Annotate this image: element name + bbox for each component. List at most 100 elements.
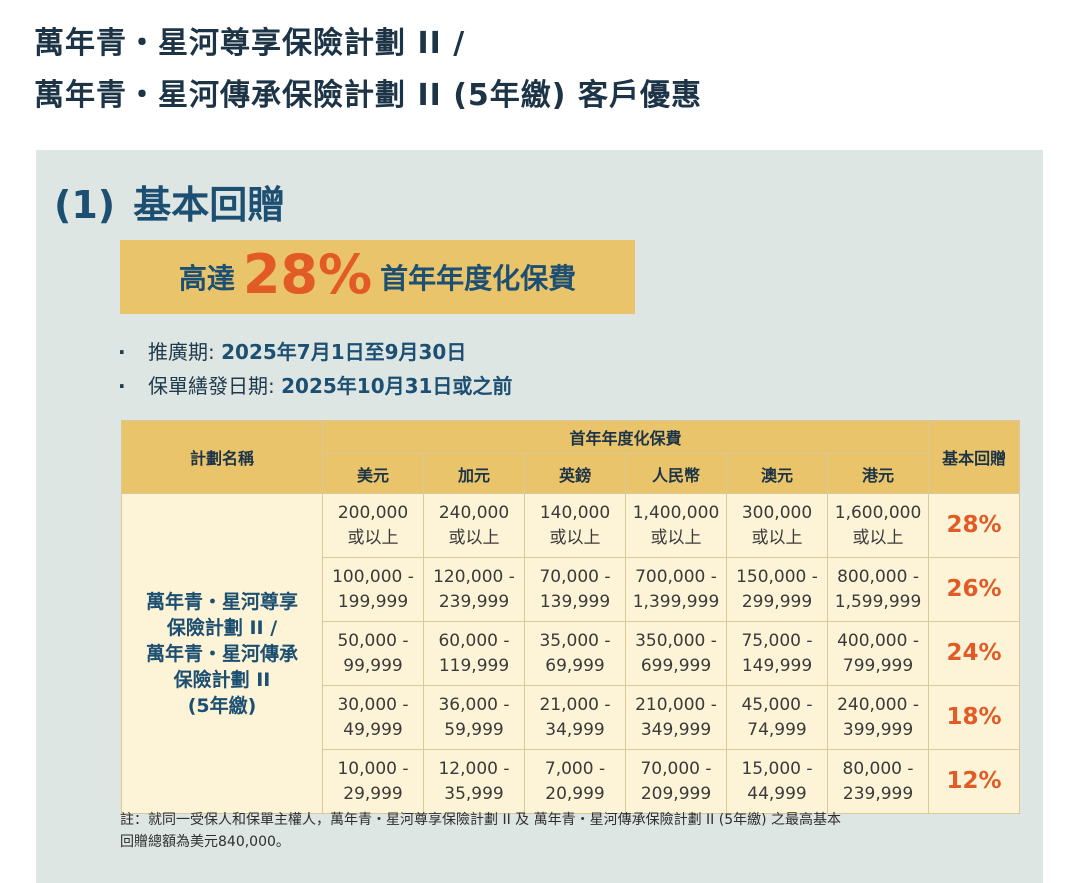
section-number: (1) — [54, 183, 116, 227]
plan-name-line: 萬年青・星河傳承 — [145, 642, 298, 665]
premium-value: 35,999 — [444, 783, 504, 804]
premium-cell: 15,000 - 44,999 — [726, 749, 828, 814]
premium-value: 139,999 — [539, 591, 611, 612]
premium-cell: 7,000 - 20,999 — [524, 749, 626, 814]
section-title: 基本回贈 — [133, 183, 286, 227]
premium-value: 59,999 — [444, 719, 504, 740]
premium-value: 210,000 - — [635, 694, 717, 715]
rebate-table: 計劃名稱 首年年度化保費 基本回贈 美元 加元 英鎊 人民幣 澳元 港元 萬年青… — [121, 420, 1021, 814]
premium-value: 29,999 — [343, 783, 403, 804]
premium-cell: 140,000 或以上 — [524, 493, 626, 558]
bullet-dot-icon: · — [118, 374, 126, 398]
premium-value: 140,000 — [539, 502, 611, 523]
rebate-rate-cell: 18% — [928, 685, 1021, 750]
premium-value: 119,999 — [438, 655, 510, 676]
premium-cell: 400,000 - 799,999 — [826, 621, 930, 686]
premium-cell: 240,000 - 399,999 — [826, 685, 930, 750]
premium-cell: 800,000 - 1,599,999 — [826, 557, 930, 622]
premium-value: 1,399,999 — [632, 591, 720, 612]
premium-cell: 70,000 - 139,999 — [524, 557, 626, 622]
premium-value: 240,000 - — [837, 694, 919, 715]
premium-value: 36,000 - — [438, 694, 510, 715]
premium-cell: 21,000 - 34,999 — [524, 685, 626, 750]
premium-cell: 36,000 - 59,999 — [423, 685, 525, 750]
premium-value: 或以上 — [650, 527, 702, 548]
list-item: · 保單繕發日期: 2025年10月31日或之前 — [118, 369, 512, 403]
highlight-banner: 高達 28% 首年年度化保費 — [120, 240, 635, 314]
currency-header-gbp: 英鎊 — [524, 453, 626, 494]
premium-value: 800,000 - — [837, 566, 919, 587]
currency-header-usd: 美元 — [322, 453, 424, 494]
premium-value: 34,999 — [545, 719, 605, 740]
banner-prefix: 高達 — [178, 262, 235, 295]
premium-value: 45,000 - — [741, 694, 813, 715]
premium-value: 100,000 - — [332, 566, 414, 587]
premium-value: 10,000 - — [337, 758, 409, 779]
premium-value: 35,000 - — [539, 630, 611, 651]
premium-value: 350,000 - — [635, 630, 717, 651]
promo-period-label: 推廣期: — [148, 340, 222, 364]
premium-value: 1,599,999 — [834, 591, 922, 612]
premium-value: 70,000 - — [539, 566, 611, 587]
premium-value: 700,000 - — [635, 566, 717, 587]
premium-value: 44,999 — [747, 783, 807, 804]
premium-value: 75,000 - — [741, 630, 813, 651]
premium-cell: 12,000 - 35,999 — [423, 749, 525, 814]
rebate-panel: (1) 基本回贈 高達 28% 首年年度化保費 · 推廣期: 2025年7月1日至… — [36, 150, 1043, 883]
table-row: 30,000 - 49,999 36,000 - 59,999 21,000 - 34… — [122, 685, 1021, 750]
premium-cell: 60,000 - 119,999 — [423, 621, 525, 686]
premium-cell: 200,000 或以上 — [322, 493, 424, 558]
rebate-header: 基本回贈 — [928, 420, 1021, 494]
premium-value: 799,999 — [842, 655, 914, 676]
premium-value: 149,999 — [741, 655, 813, 676]
section-heading: (1) 基本回贈 — [54, 174, 285, 229]
promo-period-value: 2025年7月1日至9月30日 — [221, 340, 467, 364]
banner-suffix: 首年年度化保費 — [380, 262, 577, 295]
premium-value: 699,999 — [640, 655, 712, 676]
premium-cell: 210,000 - 349,999 — [625, 685, 727, 750]
rebate-rate-cell: 24% — [928, 621, 1021, 686]
premium-cell: 45,000 - 74,999 — [726, 685, 828, 750]
premium-value: 239,999 — [842, 783, 914, 804]
footnote-line-1: 註：就同一受保人和保單主權人，萬年青・星河尊享保險計劃 II 及 萬年青・星河傳… — [120, 812, 842, 828]
premium-value: 209,999 — [640, 783, 712, 804]
premium-value: 299,999 — [741, 591, 813, 612]
premium-value: 15,000 - — [741, 758, 813, 779]
premium-header: 首年年度化保費 — [321, 420, 930, 454]
premium-value: 74,999 — [747, 719, 807, 740]
premium-cell: 240,000 或以上 — [423, 493, 525, 558]
banner-highlight-rate: 28% — [242, 242, 373, 306]
premium-value: 399,999 — [842, 719, 914, 740]
promo-details-list: · 推廣期: 2025年7月1日至9月30日 · 保單繕發日期: 2025年10… — [118, 335, 512, 403]
table-row: 100,000 - 199,999 120,000 - 239,999 70,000… — [122, 557, 1021, 622]
premium-cell: 150,000 - 299,999 — [726, 557, 828, 622]
currency-header-aud: 澳元 — [726, 453, 828, 494]
rebate-rate-cell: 28% — [928, 493, 1021, 558]
premium-value: 240,000 — [438, 502, 510, 523]
premium-value: 200,000 — [337, 502, 409, 523]
premium-value: 60,000 - — [438, 630, 510, 651]
premium-cell: 35,000 - 69,999 — [524, 621, 626, 686]
plan-name-line: 保險計劃 II / — [166, 616, 278, 639]
plan-name-line: 萬年青・星河尊享 — [145, 590, 298, 613]
premium-value: 69,999 — [545, 655, 605, 676]
premium-value: 99,999 — [343, 655, 403, 676]
premium-value: 30,000 - — [337, 694, 409, 715]
currency-header-cad: 加元 — [423, 453, 525, 494]
issue-date-value: 2025年10月31日或之前 — [281, 374, 513, 398]
premium-value: 7,000 - — [544, 758, 606, 779]
page-title: 萬年青・星河尊享保險計劃 II / 萬年青・星河傳承保險計劃 II (5年繳) … — [34, 18, 702, 122]
premium-value: 80,000 - — [842, 758, 914, 779]
page-title-line-1: 萬年青・星河尊享保險計劃 II / — [34, 26, 466, 61]
page-title-line-2: 萬年青・星河傳承保險計劃 II (5年繳) 客戶優惠 — [34, 78, 702, 113]
premium-value: 12,000 - — [438, 758, 510, 779]
premium-cell: 350,000 - 699,999 — [625, 621, 727, 686]
premium-value: 或以上 — [751, 527, 803, 548]
plan-name-cell: 萬年青・星河尊享 保險計劃 II / 萬年青・星河傳承 保險計劃 II (5年繳… — [121, 493, 323, 814]
table-row: 10,000 - 29,999 12,000 - 35,999 7,000 - 20,… — [122, 749, 1021, 814]
premium-cell: 1,600,000 或以上 — [826, 493, 930, 558]
premium-cell: 10,000 - 29,999 — [322, 749, 424, 814]
premium-value: 或以上 — [852, 527, 904, 548]
premium-cell: 120,000 - 239,999 — [423, 557, 525, 622]
plan-name-line: (5年繳) — [187, 694, 257, 717]
